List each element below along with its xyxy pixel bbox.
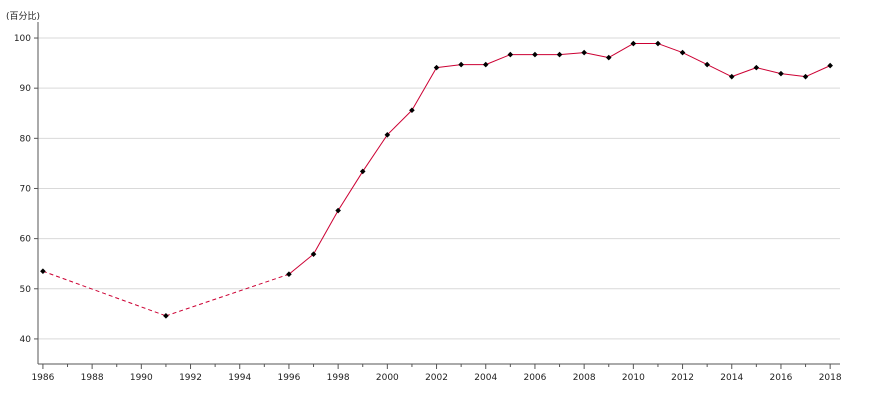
data-point-2000 (384, 132, 391, 138)
data-point-2018 (827, 62, 833, 69)
data-point-2016 (778, 70, 784, 77)
line-segment-2016-2017 (780, 73, 806, 78)
series-line (42, 43, 831, 317)
data-point-1998 (335, 207, 341, 214)
y-axis-unit-label: (百分比) (6, 10, 40, 22)
x-tick-label-2002: 2002 (425, 373, 448, 383)
x-tick-label-2010: 2010 (622, 373, 645, 383)
y-tick-label-50: 50 (20, 285, 32, 295)
y-tick-label-100: 100 (14, 34, 31, 44)
data-point-2017 (802, 73, 809, 80)
x-tick-label-2016: 2016 (770, 373, 793, 383)
y-axis-ticks: 40 50 60 70 80 90 100 (14, 34, 38, 345)
line-segment-2002-2003 (436, 64, 462, 69)
y-tick-label-80: 80 (20, 134, 32, 144)
data-point-2014 (728, 73, 735, 80)
data-point-2015 (753, 64, 760, 71)
line-segment-2001-2002 (411, 67, 437, 111)
x-tick-label-1988: 1988 (81, 373, 104, 383)
line-segment-2007-2008 (559, 52, 585, 56)
x-tick-label-1992: 1992 (179, 373, 202, 383)
line-segment-1999-2000 (362, 134, 388, 172)
x-tick-label-2014: 2014 (720, 373, 743, 383)
gridlines (38, 37, 840, 340)
data-point-1997 (310, 251, 317, 257)
data-point-2011 (655, 40, 661, 47)
x-tick-label-2008: 2008 (573, 373, 596, 383)
line-segment-1996-1997 (288, 253, 314, 275)
x-tick-label-2004: 2004 (474, 373, 497, 383)
line-segment-2008-2009 (584, 52, 609, 59)
y-tick-label-90: 90 (20, 84, 32, 94)
data-point-2003 (458, 61, 464, 68)
x-tick-label-2000: 2000 (376, 373, 399, 383)
data-point-2006 (532, 51, 538, 58)
line-segment-2004-2005 (485, 54, 511, 66)
data-point-2004 (482, 61, 489, 68)
data-point-1996 (286, 271, 292, 278)
line-segment-2009-2010 (608, 43, 634, 59)
data-point-2008 (581, 49, 587, 56)
x-axis-ticks: 1986 1988 1990 1992 1994 1996 1998 2000 2002 2004… (31, 364, 842, 383)
x-tick-label-1998: 1998 (327, 373, 350, 383)
data-point-2010 (630, 40, 637, 47)
x-tick-label-1986: 1986 (31, 373, 54, 383)
line-segment-1986-1991 (42, 270, 167, 317)
x-tick-label-2012: 2012 (671, 373, 694, 383)
line-segment-2015-2016 (756, 67, 782, 75)
x-tick-label-1996: 1996 (277, 373, 300, 383)
line-segment-2013-2014 (706, 64, 732, 78)
line-segment-2011-2012 (657, 43, 683, 54)
x-tick-label-1994: 1994 (228, 373, 251, 383)
series-markers (40, 40, 833, 319)
axes (37, 22, 840, 365)
y-tick-label-40: 40 (20, 335, 32, 345)
data-point-1986 (40, 268, 46, 275)
data-point-1999 (359, 168, 366, 175)
line-segment-2012-2013 (682, 52, 708, 66)
data-point-1991 (163, 313, 169, 319)
data-point-2009 (605, 54, 612, 61)
data-point-2007 (556, 51, 563, 58)
line-segment-1998-1999 (337, 171, 364, 211)
x-tick-label-1990: 1990 (130, 373, 153, 383)
data-point-2005 (507, 51, 514, 58)
y-tick-label-60: 60 (20, 235, 32, 245)
line-segment-1991-1996 (165, 273, 290, 317)
line-segment-1997-1998 (313, 210, 339, 255)
data-point-2001 (409, 107, 415, 114)
line-segment-2014-2015 (731, 67, 757, 78)
data-point-2002 (433, 64, 440, 71)
y-tick-label-70: 70 (20, 184, 32, 194)
line-segment-2000-2001 (386, 109, 413, 136)
line-segment-2017-2018 (805, 65, 831, 78)
x-tick-label-2006: 2006 (523, 373, 546, 383)
data-point-2012 (679, 49, 686, 56)
data-point-2013 (704, 61, 710, 68)
x-tick-label-2018: 2018 (819, 373, 842, 383)
